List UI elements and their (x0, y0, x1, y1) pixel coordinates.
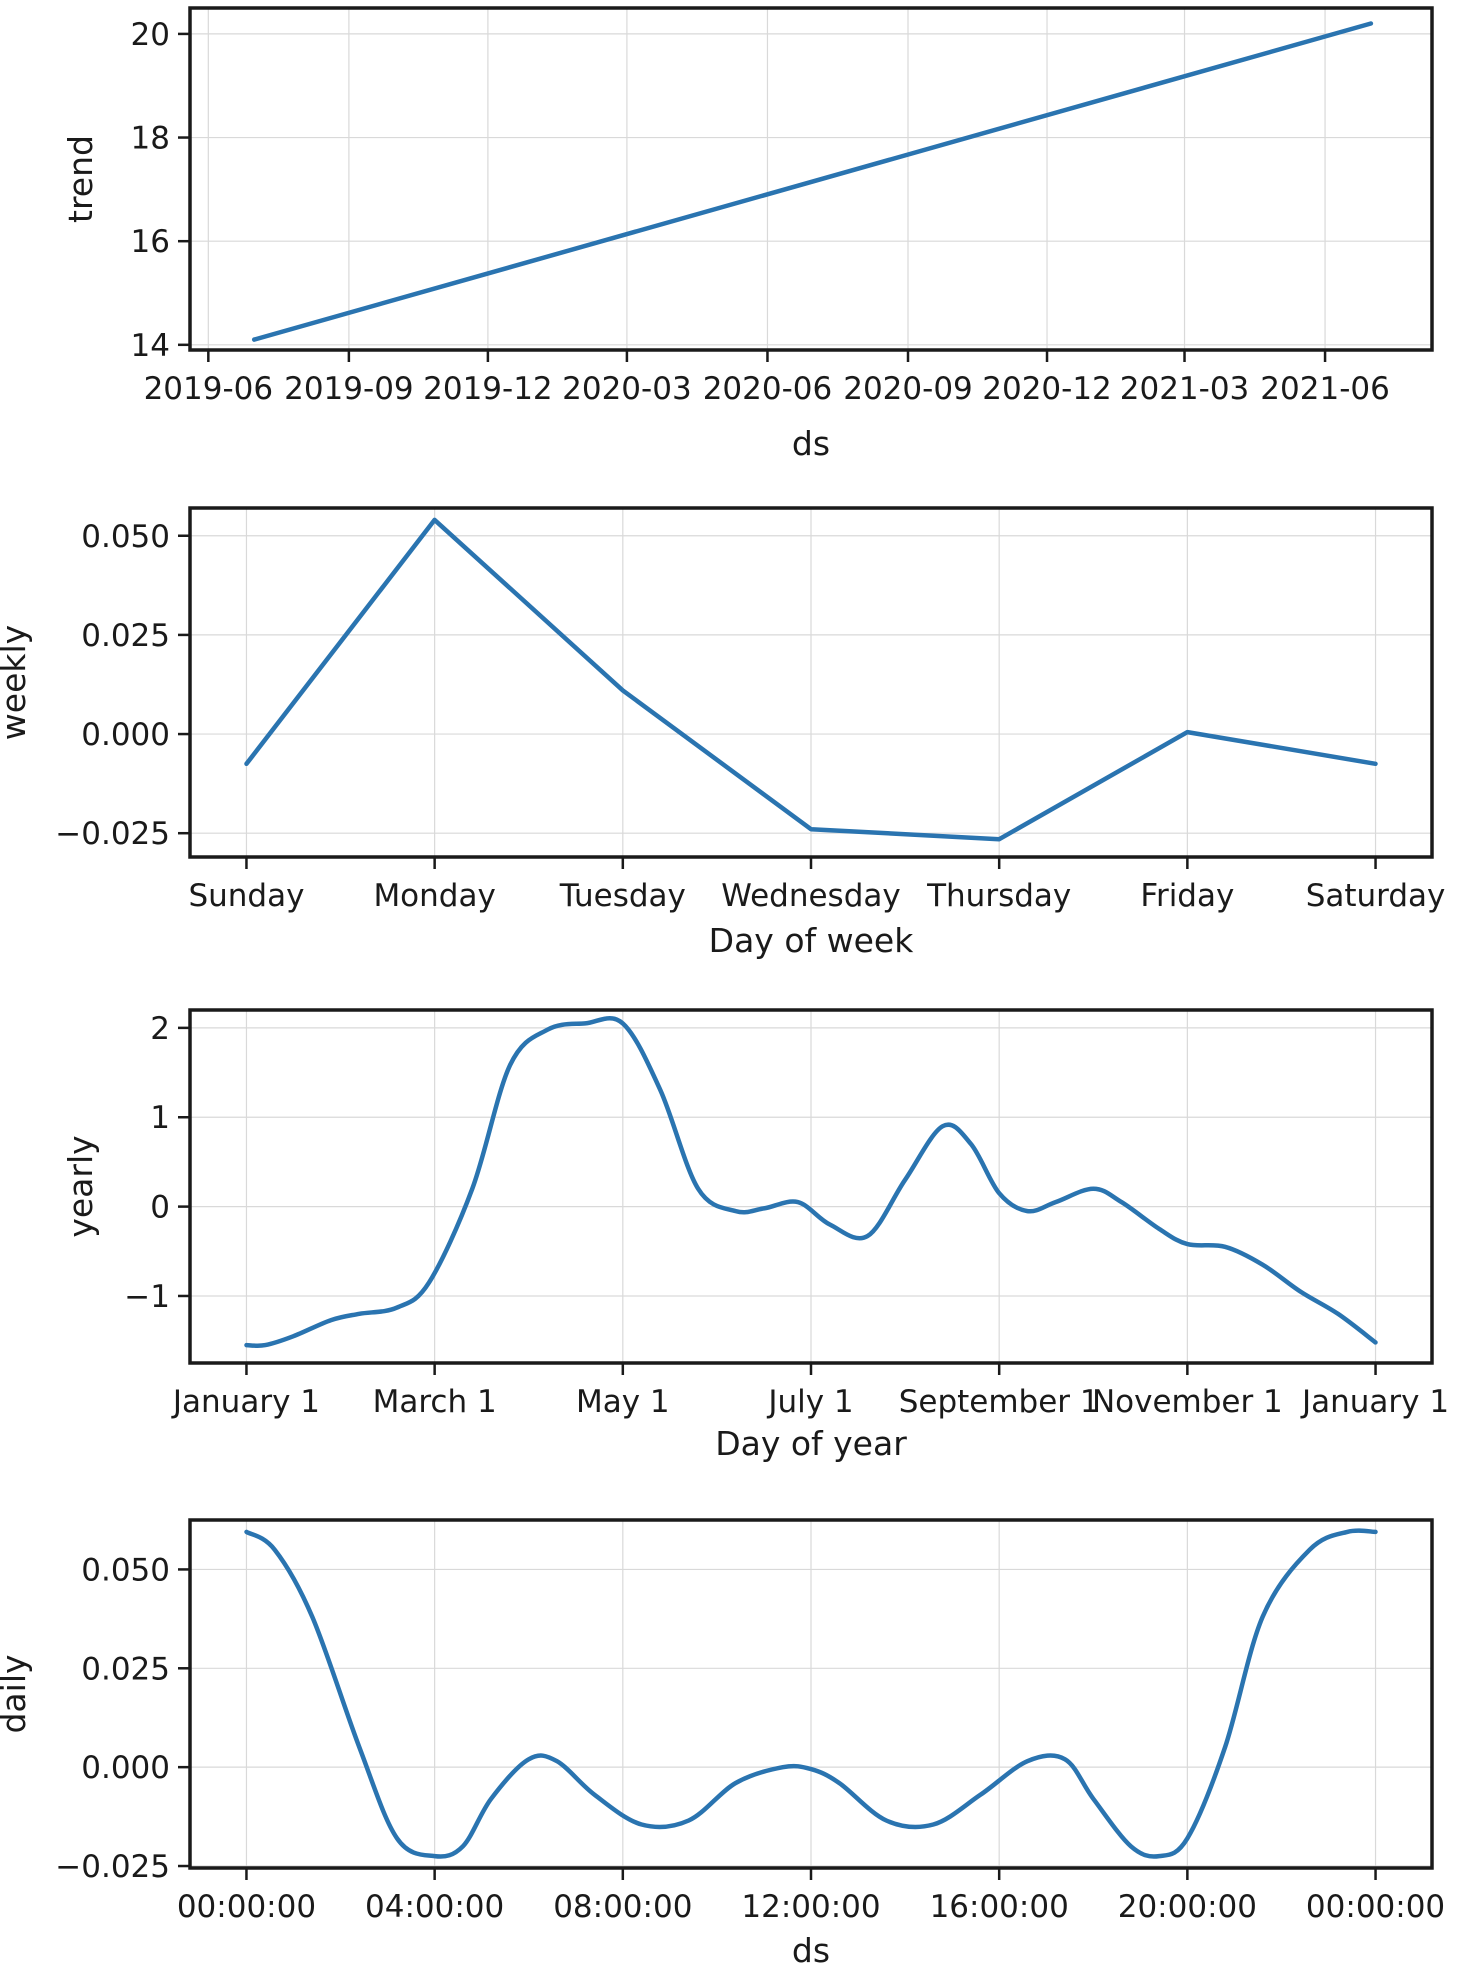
x-axis-label: ds (792, 424, 830, 463)
x-tick-label: 2019-09 (284, 371, 414, 407)
weekly-series-line (244, 517, 1378, 842)
y-axis-label: trend (61, 135, 100, 223)
x-tick-label: September 1 (899, 1384, 1100, 1420)
y-tick-label: −0.025 (55, 816, 170, 852)
y-tick-label: 0.000 (81, 1750, 170, 1786)
y-tick-label: −0.025 (55, 1849, 170, 1885)
y-tick-label: 0.025 (81, 1651, 170, 1687)
x-tick-label: Saturday (1306, 878, 1446, 914)
y-tick-label: 0.025 (81, 618, 170, 654)
x-tick-label: 2020-09 (843, 371, 973, 407)
x-tick-label: 2019-12 (423, 371, 553, 407)
x-axis-label: Day of year (715, 1424, 907, 1463)
yearly-panel: January 1 March 1 May 1 July 1 September 1No… (61, 1008, 1449, 1463)
x-tick-label: Monday (373, 878, 495, 914)
y-axis-label: daily (0, 1654, 33, 1733)
x-tick-label: 00:00:00 (177, 1889, 316, 1925)
y-tick-label: 14 (131, 328, 170, 364)
x-tick-label: 04:00:00 (365, 1889, 504, 1925)
y-tick-label: 1 (150, 1100, 170, 1136)
y-axis-label: weekly (0, 625, 33, 740)
x-tick-label: January 1 (171, 1384, 320, 1420)
x-tick-label: July 1 (766, 1384, 853, 1420)
weekly-panel: Sunday Monday Tuesday Wednesday Thursday Frid… (0, 506, 1446, 960)
x-tick-label: May 1 (576, 1384, 670, 1420)
y-tick-label: 16 (131, 224, 170, 260)
x-tick-label: Tuesday (559, 878, 686, 914)
x-tick-label: 2019-06 (144, 371, 274, 407)
x-tick-label: March 1 (373, 1384, 497, 1420)
plot-frame (188, 6, 1434, 352)
y-tick-label: −1 (124, 1279, 170, 1315)
x-tick-label: 2020-06 (703, 371, 833, 407)
x-tick-label: 2020-03 (562, 371, 692, 407)
trend-series-line (251, 21, 1374, 342)
y-tick-label: 0.000 (81, 717, 170, 753)
y-tick-label: 0 (150, 1190, 170, 1226)
y-tick-label: 18 (131, 121, 170, 157)
y-tick-label: 0.050 (81, 1552, 170, 1588)
y-axis-label: yearly (61, 1135, 100, 1237)
y-tick-label: 20 (131, 17, 170, 53)
x-axis-label: ds (792, 1931, 830, 1970)
x-tick-label: 08:00:00 (553, 1889, 692, 1925)
x-tick-label: 16:00:00 (930, 1889, 1069, 1925)
x-tick-label: Sunday (188, 878, 304, 914)
x-tick-label: Wednesday (721, 878, 900, 914)
daily-series-line (244, 1528, 1378, 1859)
x-tick-label: 2021-03 (1120, 371, 1250, 407)
yearly-series-line (244, 1015, 1378, 1349)
x-tick-label: 2020-12 (982, 371, 1112, 407)
y-tick-label: 2 (150, 1011, 170, 1047)
x-tick-label: Friday (1140, 878, 1234, 914)
x-axis-label: Day of week (709, 921, 915, 960)
trend-panel: 2019-06 2019-09 2019-12 2020-03 2020-06 2020-… (61, 6, 1434, 463)
y-tick-label: 0.050 (81, 519, 170, 555)
daily-panel: 00:00:00 04:00:00 08:00:00 12:00:00 16:00:00… (0, 1518, 1445, 1970)
x-tick-label: 12:00:00 (741, 1889, 880, 1925)
x-tick-label: November 1 (1092, 1384, 1283, 1420)
x-tick-label: Thursday (926, 878, 1071, 914)
x-tick-label: January 1 (1300, 1384, 1449, 1420)
x-tick-label: 2021-06 (1260, 371, 1390, 407)
x-tick-label: 20:00:00 (1118, 1889, 1257, 1925)
x-tick-label: 00:00:00 (1306, 1889, 1445, 1925)
